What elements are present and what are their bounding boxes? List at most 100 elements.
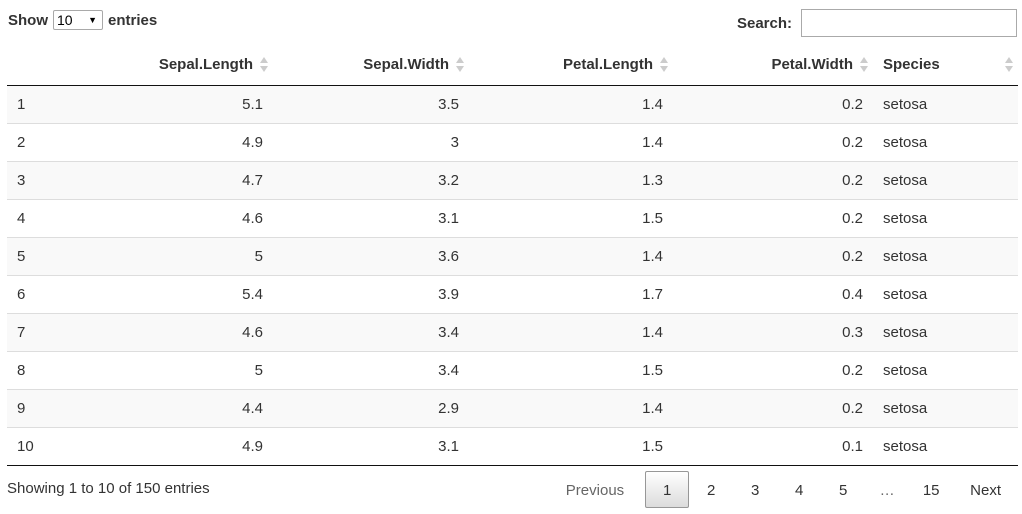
- table-cell: 0.2: [673, 350, 873, 389]
- page-button-4[interactable]: 4: [794, 482, 804, 499]
- table-cell: 0.4: [673, 274, 873, 313]
- column-header-petal-width[interactable]: Petal.Width: [673, 45, 873, 86]
- entries-label: entries: [108, 11, 158, 29]
- row-index-cell: 1: [7, 85, 129, 123]
- table-row: 10 4.9 3.1 1.5 0.1 setosa: [7, 426, 1018, 466]
- table-cell: 5.4: [129, 274, 273, 313]
- table-cell: 2.9: [273, 388, 469, 427]
- table-cell: 3.4: [273, 350, 469, 389]
- column-header-sepal-length[interactable]: Sepal.Length: [129, 45, 273, 86]
- table-cell: 3.5: [273, 85, 469, 123]
- page-button-15[interactable]: 15: [922, 482, 940, 499]
- table-info: Showing 1 to 10 of 150 entries: [7, 480, 210, 497]
- table-cell: setosa: [873, 312, 1018, 351]
- table-cell: 0.2: [673, 388, 873, 427]
- row-index-cell: 7: [7, 312, 129, 351]
- column-header-sepal-width[interactable]: Sepal.Width: [273, 45, 469, 86]
- sort-icon: [860, 56, 868, 74]
- table-cell: 4.6: [129, 198, 273, 237]
- row-index-cell: 3: [7, 160, 129, 199]
- column-header-label: Petal.Width: [771, 56, 853, 74]
- column-header-petal-length[interactable]: Petal.Length: [469, 45, 673, 86]
- column-header-label: Sepal.Length: [158, 56, 253, 74]
- search-control: Search:: [737, 9, 1017, 37]
- sort-icon: [260, 56, 268, 74]
- table-cell: 3.1: [273, 198, 469, 237]
- row-index-cell: 5: [7, 236, 129, 275]
- row-index-cell: 4: [7, 198, 129, 237]
- row-index-cell: 6: [7, 274, 129, 313]
- table-cell: setosa: [873, 350, 1018, 389]
- table-cell: setosa: [873, 160, 1018, 199]
- sort-icon: [660, 56, 668, 74]
- page-button-2[interactable]: 2: [706, 482, 716, 499]
- table-cell: 1.5: [469, 350, 673, 389]
- table-row: 8 5 3.4 1.5 0.2 setosa: [7, 350, 1018, 389]
- page-button-1[interactable]: 1: [645, 471, 690, 508]
- table-row: 3 4.7 3.2 1.3 0.2 setosa: [7, 160, 1018, 199]
- column-header-label: Species: [883, 56, 940, 74]
- previous-button[interactable]: Previous: [565, 482, 625, 499]
- table-cell: 5: [129, 236, 273, 275]
- table-cell: 3.9: [273, 274, 469, 313]
- table-row: 5 5 3.6 1.4 0.2 setosa: [7, 236, 1018, 275]
- table-cell: 5: [129, 350, 273, 389]
- table-row: 4 4.6 3.1 1.5 0.2 setosa: [7, 198, 1018, 237]
- table-cell: 1.4: [469, 85, 673, 123]
- table-cell: 5.1: [129, 85, 273, 123]
- table-cell: 0.3: [673, 312, 873, 351]
- table-cell: 1.4: [469, 388, 673, 427]
- page-length-select[interactable]: 10 ▼: [53, 10, 103, 30]
- table-cell: 4.9: [129, 426, 273, 466]
- table-cell: 1.4: [469, 122, 673, 161]
- table-cell: 0.2: [673, 122, 873, 161]
- table-cell: 1.4: [469, 236, 673, 275]
- page-button-5[interactable]: 5: [838, 482, 848, 499]
- table-row: 6 5.4 3.9 1.7 0.4 setosa: [7, 274, 1018, 313]
- table-row: 7 4.6 3.4 1.4 0.3 setosa: [7, 312, 1018, 351]
- column-header-label: Petal.Length: [562, 56, 653, 74]
- search-label: Search:: [736, 14, 792, 32]
- table-cell: 4.4: [129, 388, 273, 427]
- page-length-value: 10: [57, 12, 73, 28]
- column-header-index[interactable]: [7, 45, 129, 86]
- search-input[interactable]: [801, 9, 1017, 37]
- table-cell: 1.5: [469, 198, 673, 237]
- table-cell: 4.6: [129, 312, 273, 351]
- table-cell: 0.1: [673, 426, 873, 466]
- table-cell: setosa: [873, 388, 1018, 427]
- row-index-cell: 8: [7, 350, 129, 389]
- table-cell: 0.2: [673, 198, 873, 237]
- length-control: Show 10 ▼ entries: [8, 9, 157, 31]
- table-cell: 0.2: [673, 85, 873, 123]
- table-cell: 3.6: [273, 236, 469, 275]
- table-cell: setosa: [873, 236, 1018, 275]
- table-cell: 3.2: [273, 160, 469, 199]
- dropdown-arrow-icon: ▼: [88, 15, 97, 25]
- table-cell: 4.7: [129, 160, 273, 199]
- next-button[interactable]: Next: [970, 482, 1001, 499]
- page-button-3[interactable]: 3: [750, 482, 760, 499]
- table-cell: 0.2: [673, 160, 873, 199]
- table-cell: setosa: [873, 122, 1018, 161]
- sort-icon: [1005, 56, 1013, 74]
- row-index-cell: 10: [7, 426, 129, 466]
- table-cell: setosa: [873, 426, 1018, 466]
- row-index-cell: 2: [7, 122, 129, 161]
- table-cell: 1.3: [469, 160, 673, 199]
- table-cell: 3: [273, 122, 469, 161]
- table-cell: 4.9: [129, 122, 273, 161]
- table-cell: setosa: [873, 198, 1018, 237]
- table-cell: 1.5: [469, 426, 673, 466]
- column-header-species[interactable]: Species: [873, 45, 1018, 86]
- table-row: 1 5.1 3.5 1.4 0.2 setosa: [7, 85, 1018, 123]
- table-row: 2 4.9 3 1.4 0.2 setosa: [7, 122, 1018, 161]
- table-cell: setosa: [873, 85, 1018, 123]
- table-cell: 1.7: [469, 274, 673, 313]
- table-row: 9 4.4 2.9 1.4 0.2 setosa: [7, 388, 1018, 427]
- column-header-label: Sepal.Width: [363, 56, 449, 74]
- table-cell: 0.2: [673, 236, 873, 275]
- pagination: Previous 1 2 3 4 5 … 15 Next: [545, 471, 1018, 508]
- data-table: Sepal.Length Sepal.Width Petal.Length Petal…: [7, 45, 1018, 466]
- table-cell: 1.4: [469, 312, 673, 351]
